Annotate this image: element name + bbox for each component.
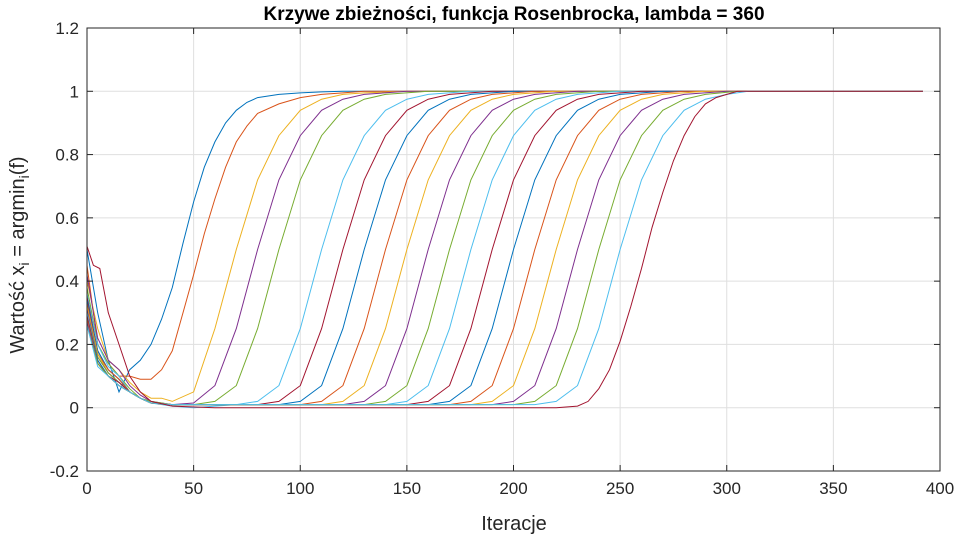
x-tick-label: 100 — [286, 479, 314, 498]
y-tick-label: -0.2 — [50, 462, 79, 481]
x-tick-label: 50 — [184, 479, 203, 498]
axis-ticks: 0 50 100 150 200 250 300 350 400-0.200.20.40.60.… — [50, 19, 954, 498]
series-line — [86, 90, 923, 406]
y-tick-label: 0 — [70, 399, 79, 418]
y-axis-label-mid: = argmin — [7, 178, 29, 262]
series-line — [86, 90, 923, 406]
y-tick-label: 1.2 — [55, 19, 79, 38]
y-axis-label-tail: (f) — [7, 156, 29, 175]
y-axis-label-sub2: i — [16, 175, 32, 178]
y-tick-label: 0.8 — [55, 146, 79, 165]
series-line — [86, 90, 923, 394]
y-tick-label: 0.6 — [55, 209, 79, 228]
series-line — [86, 90, 923, 409]
chart-title: Krzywe zbieżności, funkcja Rosenbrocka, … — [263, 4, 764, 25]
y-tick-label: 0.4 — [55, 272, 79, 291]
series-line — [86, 90, 923, 406]
y-tick-label: 1 — [70, 82, 79, 101]
series-line — [86, 90, 923, 406]
series-line — [86, 90, 923, 406]
y-axis-label-sub1: i — [16, 262, 32, 265]
x-tick-label: 400 — [926, 479, 954, 498]
series-line — [86, 90, 923, 406]
x-tick-label: 350 — [819, 479, 847, 498]
series-line — [86, 90, 923, 406]
series-line — [86, 90, 923, 406]
x-tick-label: 300 — [713, 479, 741, 498]
y-tick-label: 0.2 — [55, 335, 79, 354]
series-line — [86, 90, 923, 406]
series-curves — [86, 90, 923, 409]
x-axis-label: Iteracje — [481, 513, 547, 535]
y-axis-label-main: Wartość x — [7, 265, 29, 353]
series-line — [86, 90, 923, 380]
y-axis-label: Wartość xi = argmini(f) — [7, 156, 32, 353]
x-tick-label: 150 — [393, 479, 421, 498]
x-tick-label: 0 — [82, 479, 91, 498]
series-line — [86, 90, 923, 406]
series-line — [86, 90, 923, 406]
x-tick-label: 200 — [499, 479, 527, 498]
x-tick-label: 250 — [606, 479, 634, 498]
series-line — [86, 90, 923, 406]
series-line — [86, 90, 923, 406]
series-line — [86, 90, 923, 406]
series-line — [86, 90, 923, 402]
series-line — [86, 90, 923, 409]
series-line — [86, 90, 923, 406]
series-line — [86, 90, 923, 406]
